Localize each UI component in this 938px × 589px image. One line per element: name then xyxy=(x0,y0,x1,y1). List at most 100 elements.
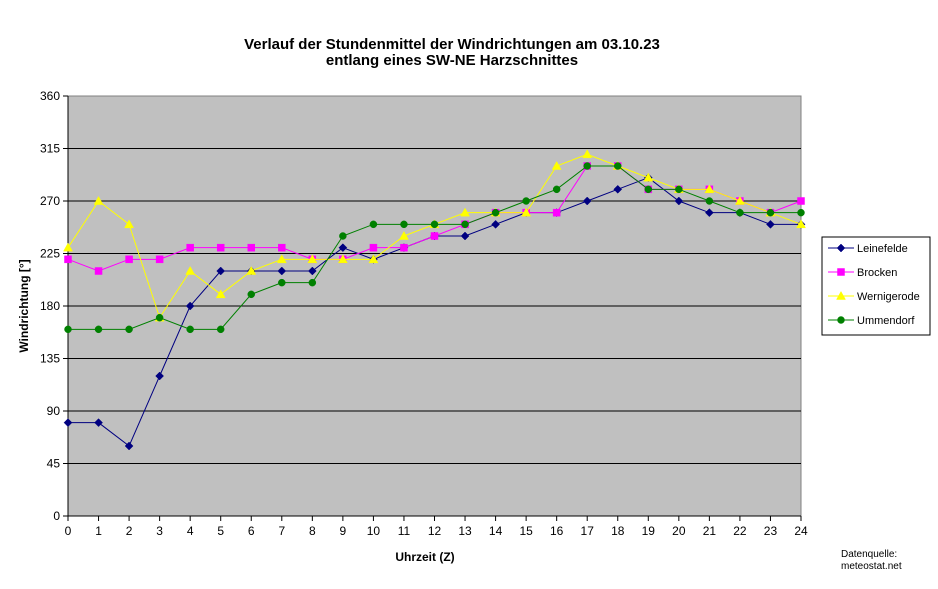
point-wernigerode-7 xyxy=(276,254,287,264)
x-tick-label-16: 16 xyxy=(550,524,564,538)
point-brocken-3 xyxy=(155,255,164,264)
point-wernigerode-22 xyxy=(734,195,745,205)
point-leinefelde-0 xyxy=(63,418,73,428)
legend-label-ummendorf: Ummendorf xyxy=(857,315,915,327)
point-leinefelde-13 xyxy=(460,231,470,241)
source-label: Datenquelle: xyxy=(841,549,897,560)
point-wernigerode-2 xyxy=(124,219,135,229)
legend-label-wernigerode: Wernigerode xyxy=(857,291,920,303)
point-brocken-1 xyxy=(94,267,103,275)
y-tick-label-135: 135 xyxy=(40,352,60,366)
point-ummendorf-6 xyxy=(247,290,255,299)
y-tick-label-0: 0 xyxy=(53,509,60,523)
point-ummendorf-4 xyxy=(186,325,194,334)
legend-marker-brocken xyxy=(837,268,845,276)
x-tick-label-6: 6 xyxy=(248,524,255,538)
x-tick-label-5: 5 xyxy=(217,524,224,538)
y-tick-label-90: 90 xyxy=(47,404,61,418)
point-ummendorf-20 xyxy=(675,185,683,194)
point-leinefelde-5 xyxy=(216,266,226,276)
x-tick-label-14: 14 xyxy=(489,524,503,538)
point-wernigerode-24 xyxy=(796,219,806,229)
point-ummendorf-5 xyxy=(216,325,225,334)
legend-item-ummendorf: Ummendorf xyxy=(828,315,915,327)
point-wernigerode-19 xyxy=(643,172,654,182)
point-wernigerode-0 xyxy=(63,242,73,252)
point-brocken-10 xyxy=(369,243,378,252)
point-ummendorf-0 xyxy=(64,325,72,334)
point-leinefelde-8 xyxy=(307,266,317,276)
point-ummendorf-3 xyxy=(155,313,164,322)
point-ummendorf-12 xyxy=(430,220,439,229)
point-brocken-24 xyxy=(797,197,805,205)
x-tick-label-1: 1 xyxy=(95,524,102,538)
point-brocken-11 xyxy=(400,243,408,252)
point-ummendorf-8 xyxy=(308,278,317,287)
x-tick-label-0: 0 xyxy=(65,524,72,538)
y-tick-label-180: 180 xyxy=(40,299,60,313)
point-leinefelde-3 xyxy=(155,371,164,381)
legend-label-brocken: Brocken xyxy=(857,267,897,279)
point-brocken-7 xyxy=(278,243,286,252)
point-wernigerode-5 xyxy=(215,289,226,299)
x-tick-label-22: 22 xyxy=(733,524,747,538)
legend-item-leinefelde: Leinefelde xyxy=(828,243,908,255)
point-brocken-2 xyxy=(125,255,133,264)
x-tick-label-18: 18 xyxy=(611,524,625,538)
point-ummendorf-17 xyxy=(583,162,591,170)
point-brocken-5 xyxy=(216,243,225,252)
point-brocken-0 xyxy=(64,255,72,264)
point-ummendorf-7 xyxy=(278,278,286,287)
point-ummendorf-16 xyxy=(552,185,561,194)
y-tick-label-360: 360 xyxy=(40,89,60,103)
y-tick-label-315: 315 xyxy=(40,142,60,156)
x-tick-label-24: 24 xyxy=(794,524,808,538)
point-ummendorf-19 xyxy=(644,185,653,194)
point-wernigerode-9 xyxy=(337,254,348,264)
point-ummendorf-10 xyxy=(369,220,378,229)
point-wernigerode-16 xyxy=(551,160,562,170)
legend-marker-leinefelde xyxy=(836,243,846,253)
y-tick-label-45: 45 xyxy=(47,457,61,471)
point-wernigerode-6 xyxy=(246,265,257,275)
point-wernigerode-15 xyxy=(521,207,532,217)
point-ummendorf-24 xyxy=(797,208,805,217)
point-wernigerode-21 xyxy=(704,184,715,194)
x-tick-label-7: 7 xyxy=(278,524,285,538)
point-ummendorf-15 xyxy=(522,197,530,205)
point-ummendorf-23 xyxy=(766,208,775,217)
x-tick-label-15: 15 xyxy=(519,524,533,538)
x-tick-label-3: 3 xyxy=(156,524,163,538)
x-tick-label-12: 12 xyxy=(428,524,442,538)
point-wernigerode-13 xyxy=(460,207,470,217)
series-ummendorf xyxy=(64,162,805,334)
x-tick-label-19: 19 xyxy=(642,524,656,538)
point-wernigerode-8 xyxy=(307,254,318,264)
point-leinefelde-17 xyxy=(582,196,592,206)
legend-marker-wernigerode xyxy=(836,290,846,300)
point-ummendorf-1 xyxy=(94,325,103,334)
point-leinefelde-2 xyxy=(124,441,134,451)
point-leinefelde-23 xyxy=(766,219,775,229)
x-tick-label-9: 9 xyxy=(340,524,347,538)
legend-label-leinefelde: Leinefelde xyxy=(857,243,908,255)
point-leinefelde-7 xyxy=(277,266,287,276)
x-tick-label-23: 23 xyxy=(764,524,778,538)
legend-item-brocken: Brocken xyxy=(828,267,897,279)
x-tick-label-20: 20 xyxy=(672,524,686,538)
x-tick-label-17: 17 xyxy=(581,524,595,538)
source-value: meteostat.net xyxy=(841,561,902,572)
y-axis-title: Windrichtung [°] xyxy=(17,259,31,352)
point-brocken-16 xyxy=(552,208,561,217)
point-ummendorf-21 xyxy=(705,197,714,205)
point-ummendorf-22 xyxy=(736,208,744,217)
point-leinefelde-18 xyxy=(613,184,623,194)
x-tick-label-4: 4 xyxy=(187,524,194,538)
x-tick-label-10: 10 xyxy=(367,524,381,538)
point-brocken-6 xyxy=(247,243,255,252)
x-tick-label-2: 2 xyxy=(126,524,133,538)
legend-item-wernigerode: Wernigerode xyxy=(828,290,920,303)
point-ummendorf-14 xyxy=(491,208,500,217)
x-tick-label-13: 13 xyxy=(458,524,472,538)
